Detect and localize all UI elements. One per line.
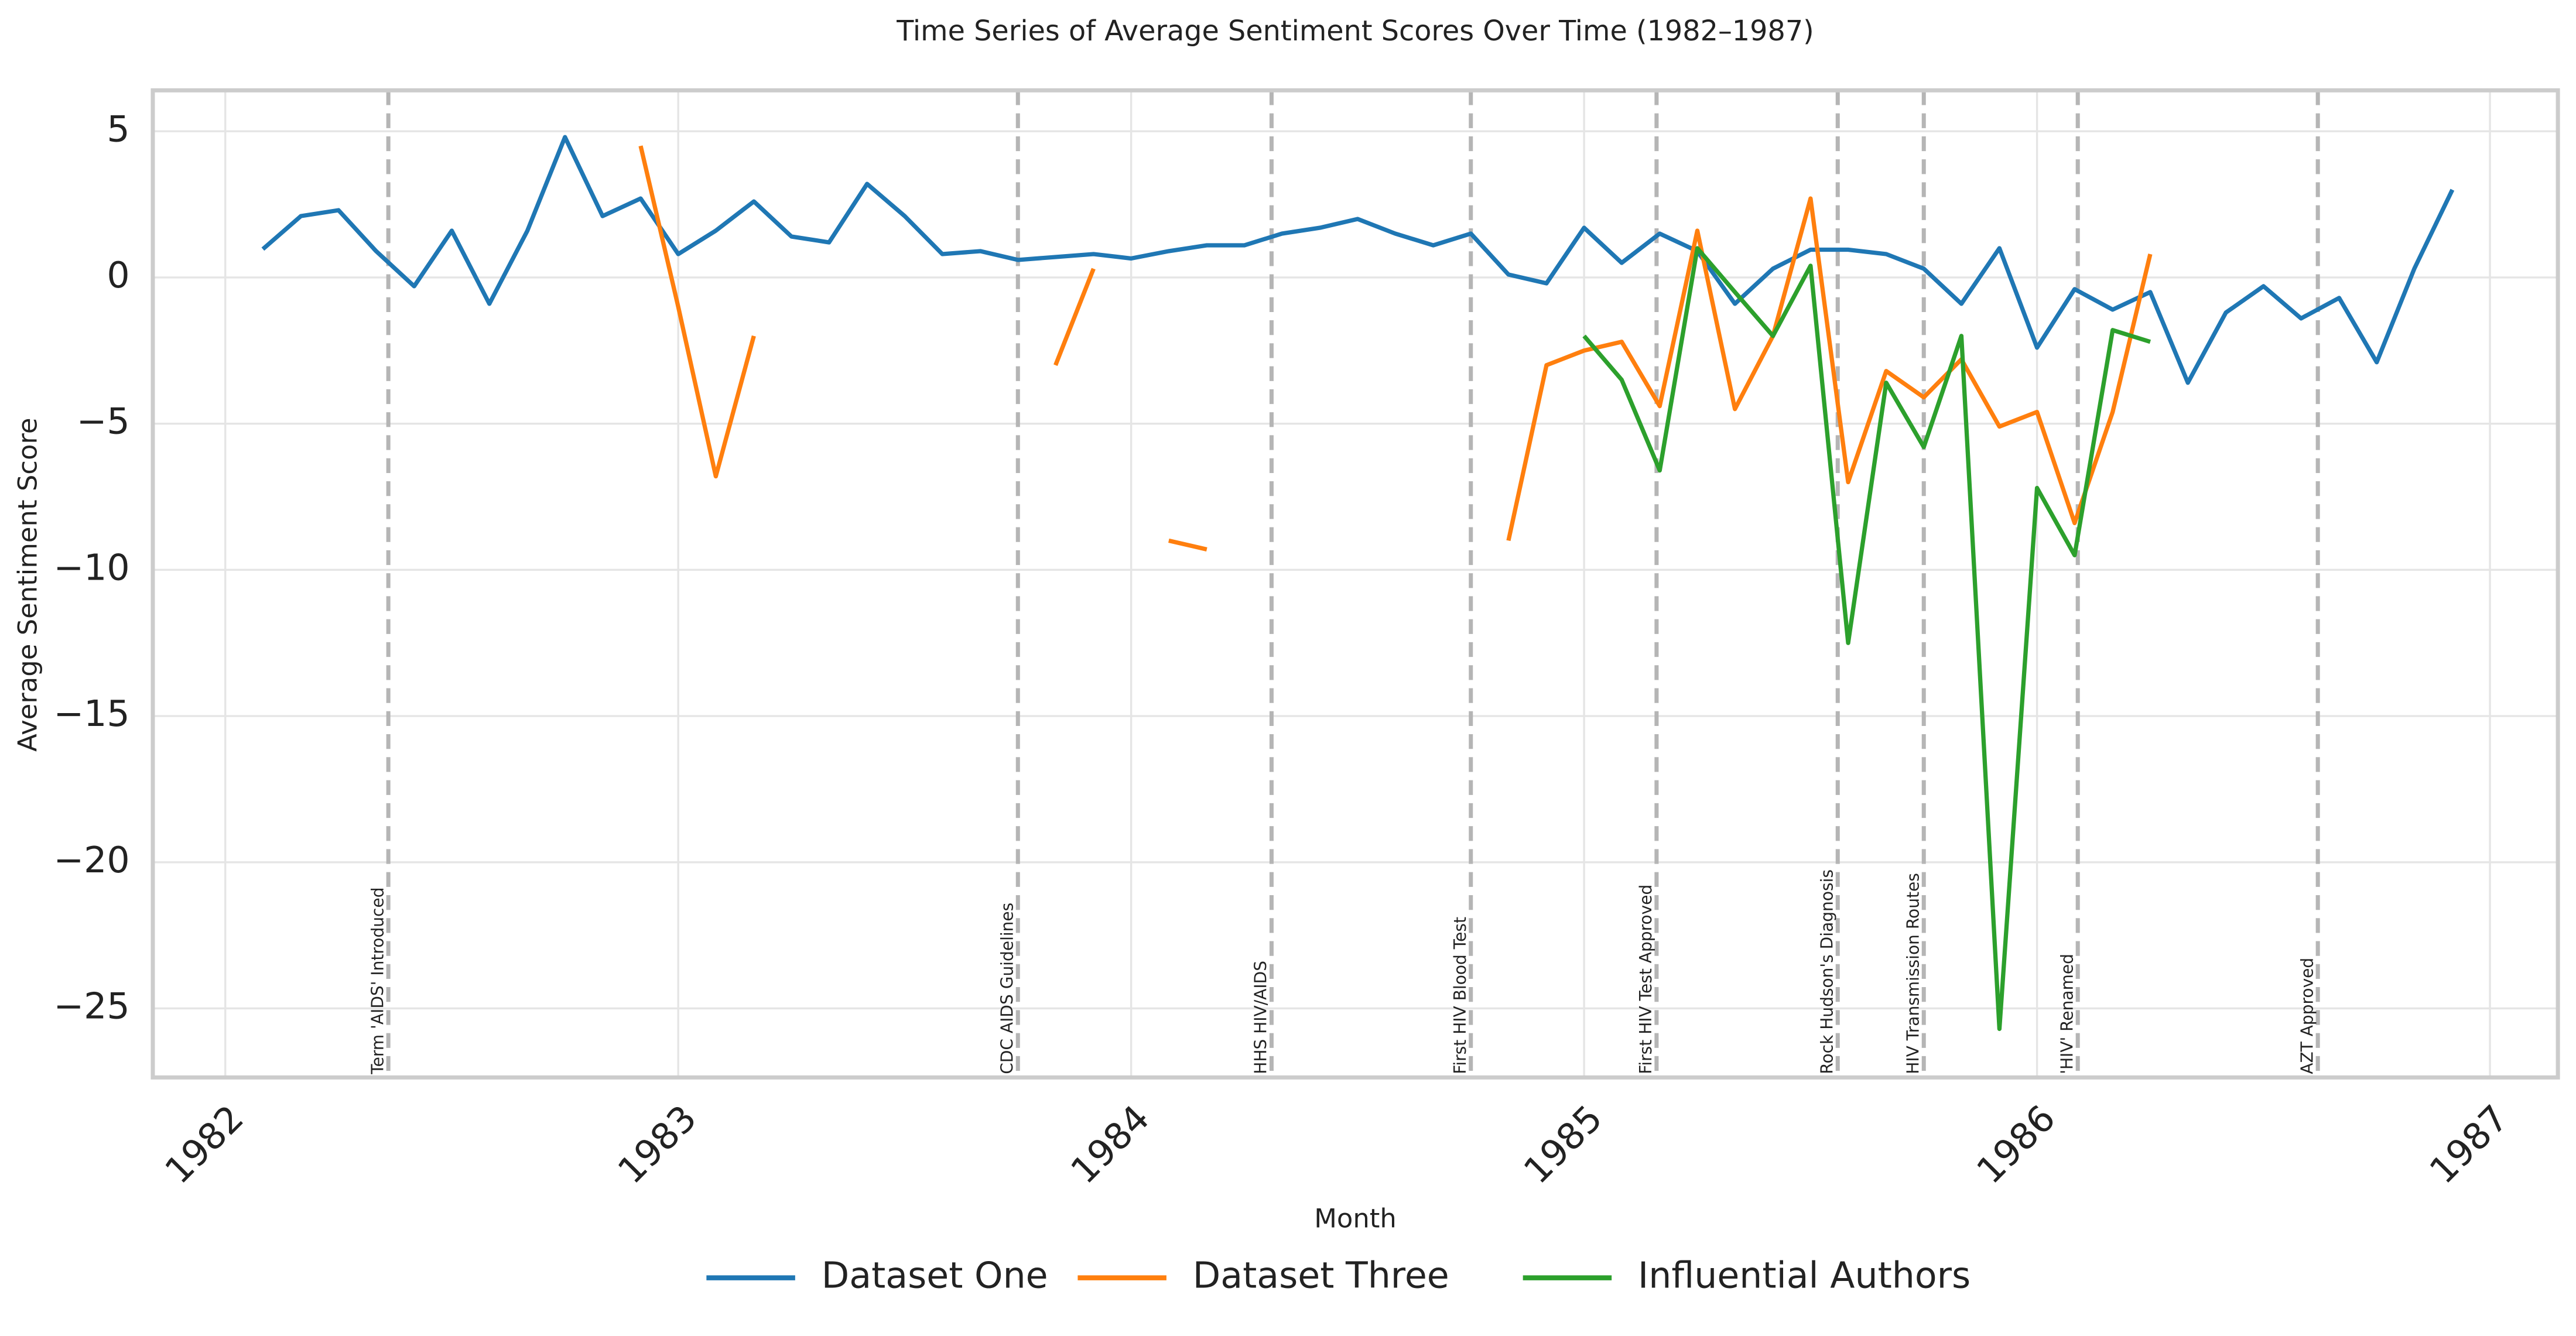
- y-tick-label: −10: [53, 546, 129, 588]
- y-axis-label: Average Sentiment Score: [12, 418, 43, 752]
- event-label: Rock Hudson's Diagnosis: [1817, 869, 1836, 1074]
- legend-label: Dataset One: [822, 1255, 1048, 1297]
- y-tick-label: −5: [77, 400, 130, 443]
- plot-frame: [150, 88, 2560, 1080]
- legend-label: Influential Authors: [1638, 1255, 1971, 1297]
- y-tick-label: −25: [53, 985, 129, 1027]
- event-label: HIV Transmission Routes: [1903, 873, 1922, 1074]
- event-label: First HIV Blood Test: [1451, 917, 1470, 1074]
- event-label: HHS HIV/AIDS: [1251, 961, 1271, 1074]
- event-label: CDC AIDS Guidelines: [997, 903, 1017, 1074]
- series-line: [638, 145, 2153, 551]
- series-line: [1582, 246, 2151, 1032]
- y-tick-label: 5: [107, 108, 129, 150]
- event-label: First HIV Test Approved: [1636, 885, 1655, 1074]
- y-tick-label: 0: [107, 254, 129, 296]
- y-tick-label: −15: [53, 693, 129, 735]
- event-label: 'HIV' Renamed: [2057, 954, 2076, 1074]
- x-axis-label: Month: [1314, 1203, 1397, 1234]
- event-label: Term 'AIDS' Introduced: [368, 887, 387, 1074]
- event-label: AZT Approved: [2297, 958, 2317, 1074]
- y-tick-label: −20: [53, 839, 129, 881]
- legend-label: Dataset Three: [1193, 1255, 1449, 1297]
- chart-title: Time Series of Average Sentiment Scores …: [896, 15, 1814, 47]
- series-line: [261, 135, 2455, 385]
